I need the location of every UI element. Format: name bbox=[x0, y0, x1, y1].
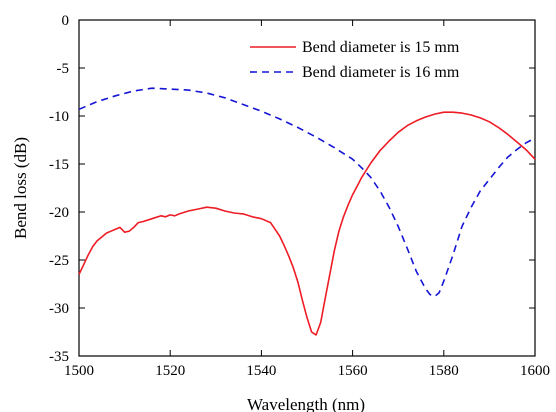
y-tick-label: -5 bbox=[57, 61, 70, 77]
y-tick-label: -35 bbox=[49, 349, 69, 365]
plot-frame bbox=[78, 19, 536, 357]
series-line-2 bbox=[78, 87, 536, 298]
series-group bbox=[78, 87, 536, 336]
y-axis-title: Bend loss (dB) bbox=[11, 137, 30, 239]
x-axis-title: Wavelength (nm) bbox=[247, 395, 365, 412]
y-tick-label: -30 bbox=[49, 301, 69, 317]
y-tick-label: -20 bbox=[49, 205, 69, 221]
y-tick-label: -15 bbox=[49, 157, 69, 173]
legend-label-2: Bend diameter is 16 mm bbox=[302, 64, 460, 81]
y-tick-label: -10 bbox=[49, 109, 69, 125]
axes: 1500 1520 1540 1560 1580 1600 0 -5 -10 -15 -20 -25 -… bbox=[49, 13, 550, 379]
y-tick-label: 0 bbox=[62, 13, 70, 29]
x-tick-label: 1580 bbox=[429, 363, 459, 379]
y-tick-label: -25 bbox=[49, 253, 69, 269]
x-tick-label: 1520 bbox=[155, 363, 185, 379]
series-line-1 bbox=[78, 111, 536, 336]
x-tick-label: 1560 bbox=[338, 363, 368, 379]
legend: Bend diameter is 15 mm Bend diameter is 1… bbox=[250, 39, 460, 81]
legend-label-1: Bend diameter is 15 mm bbox=[302, 39, 460, 56]
x-tick-label: 1500 bbox=[64, 363, 94, 379]
x-tick-label: 1600 bbox=[520, 363, 550, 379]
x-tick-label: 1540 bbox=[246, 363, 276, 379]
